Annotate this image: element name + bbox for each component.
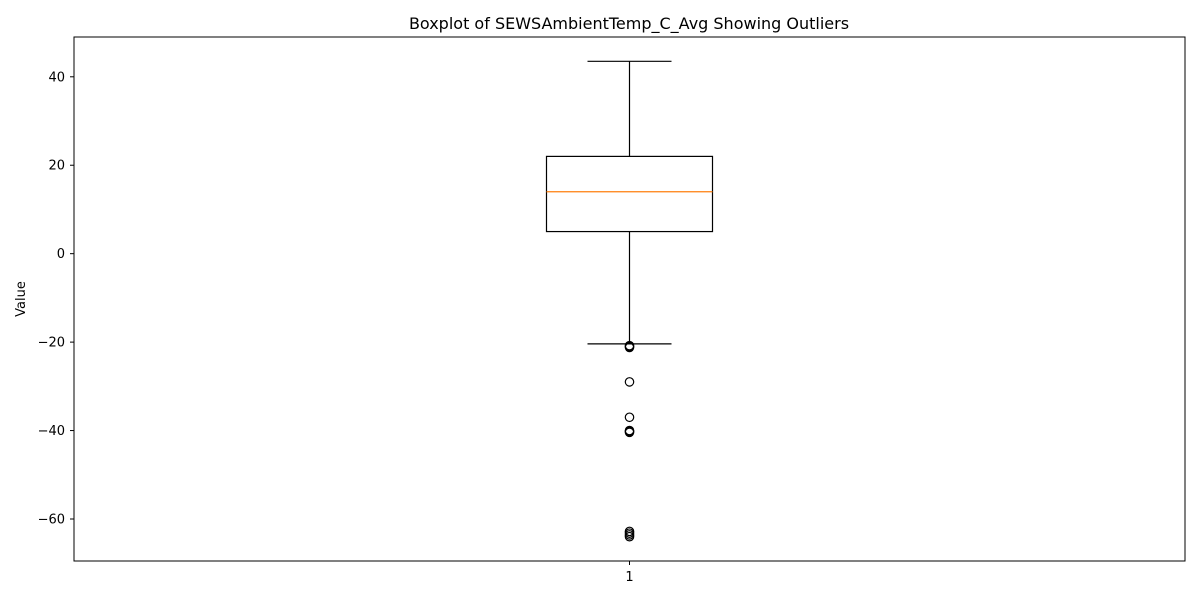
chart-title: Boxplot of SEWSAmbientTemp_C_Avg Showing… bbox=[409, 14, 849, 34]
y-axis-label: Value bbox=[14, 281, 29, 317]
outlier-point bbox=[624, 427, 635, 438]
plot-area: −60 −40 −20 0 20 40 1 bbox=[38, 36, 1186, 585]
outlier-point bbox=[624, 531, 635, 542]
outlier-point bbox=[624, 412, 635, 423]
y-tick-label: −20 bbox=[38, 336, 65, 351]
outlier-point bbox=[624, 342, 635, 353]
y-tick-label: −40 bbox=[38, 424, 65, 439]
x-tick-label: 1 bbox=[625, 570, 633, 585]
y-tick-label: −60 bbox=[38, 512, 65, 527]
y-tick-label: 40 bbox=[48, 70, 65, 85]
y-tick-label: 20 bbox=[48, 159, 65, 174]
iqr-box bbox=[545, 155, 714, 233]
y-tick-label: 0 bbox=[57, 247, 65, 262]
outlier-point bbox=[624, 377, 635, 387]
